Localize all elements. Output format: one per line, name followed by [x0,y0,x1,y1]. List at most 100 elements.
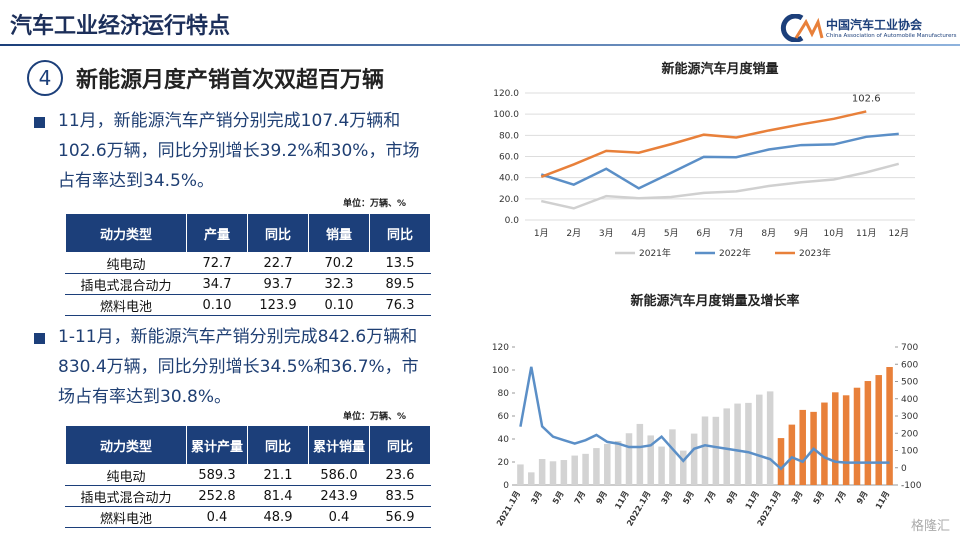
x-tick-label: 3月 [660,490,675,506]
table-row: 动力类型 累计产量 同比 累计销量 同比 [65,425,431,465]
bar [756,394,763,485]
legend-label: 2023年 [799,247,831,259]
bar [680,450,687,485]
line [540,162,900,210]
x-tick-label: 5月 [551,490,566,506]
cell: 0.4 [308,506,370,528]
y-tick-label: 60 [498,412,510,422]
x-tick-label: 5月 [664,228,679,239]
y2-tick-label: -100 [901,481,922,491]
logo [780,14,824,42]
cell: 589.3 [186,464,248,486]
bar [712,416,720,485]
x-tick-label: 9月 [794,228,809,239]
x-tick-label: 12月 [889,228,909,239]
cell: 纯电动 [65,252,187,274]
cell: 81.4 [247,485,309,507]
x-tick-label: 1月 [534,228,549,239]
bar [528,472,535,485]
bar [875,375,882,485]
bar [734,403,741,485]
y-tick-label: 80 [498,389,510,399]
bullet-text: 11月，新能源汽车产销分别完成107.4万辆和102.6万辆，同比分别增长39.… [58,111,420,191]
bar [723,408,730,485]
x-tick-label: 3月 [790,490,805,506]
table-row: 插电式混合动力 252.8 81.4 243.9 83.5 [65,485,431,507]
x-tick-label: 9月 [855,490,870,506]
cell: 34.7 [186,273,248,295]
bar [701,416,709,485]
table: 动力类型 累计产量 同比 累计销量 同比 纯电动 589.3 21.1 586.0 23.6 插电式… [65,425,431,528]
x-tick-label: 9月 [594,490,609,506]
bar [669,429,676,485]
bar [832,392,839,485]
bar [517,464,524,485]
line [540,110,867,178]
bar [604,443,611,485]
table-row: 插电式混合动力 34.7 93.7 32.3 89.5 [65,273,431,295]
unit-label: 单位：万辆、% [343,199,407,209]
bar [647,435,654,485]
cell: 22.7 [247,252,309,274]
cell: 70.2 [308,252,370,274]
y-tick-label: 0.0 [505,216,520,226]
y-tick-label: 60.0 [499,153,519,163]
section-number: 4 [27,60,63,96]
table: 动力类型 产量 同比 销量 同比 纯电动 72.7 22.7 70.2 13.5 插电式混合动力 34… [65,213,431,316]
header-cell: 同比 [369,213,431,253]
x-tick-label: 9月 [725,490,740,506]
y-tick-label: 120.0 [493,89,519,99]
y-tick-label: 20.0 [499,195,519,205]
header-cell: 累计产量 [186,425,248,465]
x-tick-label: 5月 [681,490,696,506]
cell: 13.5 [369,252,431,274]
cell: 89.5 [369,273,431,295]
x-tick-label: 11月 [613,490,630,511]
cell: 252.8 [186,485,248,507]
bar [593,448,600,485]
x-tick-label: 3月 [529,490,544,506]
cell: 76.3 [369,294,431,316]
bar [864,381,872,485]
y2-tick-label: 500 [901,378,918,388]
cell: 插电式混合动力 [65,273,187,295]
x-tick-label: 11月 [874,490,891,511]
org-name-en: China Association of Automobile Manufact… [826,33,957,39]
bullet-text: 1-11月，新能源汽车产销分别完成842.6万辆和830.4万辆，同比分别增长3… [58,327,419,407]
line [519,366,890,471]
bar [886,367,893,485]
x-tick-label: 7月 [703,490,718,506]
x-tick-label: 7月 [833,490,848,506]
x-tick-label: 4月 [631,228,646,239]
x-tick-label: 10月 [824,228,844,239]
y-tick-label: 40 [498,435,510,445]
x-tick-label: 7月 [729,228,744,239]
cell: 93.7 [247,273,309,295]
chart: 新能源汽车月度销量 0.0 20.0 40.0 60.0 80.0 100.0 120.0 1月… [493,61,915,259]
header-cell: 动力类型 [65,213,187,253]
x-tick-label: 11月 [744,490,761,511]
legend-label: 2022年 [719,247,751,259]
bar [766,391,774,485]
y-tick-label: 0 [503,481,509,491]
chart-title: 新能源汽车月度销量及增长率 [630,293,799,309]
cell: 123.9 [247,294,309,316]
section-heading: 新能源月度产销首次双超百万辆 [76,68,385,93]
y2-tick-label: 200 [901,429,918,439]
bar [799,409,806,485]
x-tick-label: 8月 [761,228,776,239]
bar [777,438,785,485]
cell: 23.6 [369,464,431,486]
bullet [34,333,45,344]
x-tick-label: 3月 [599,228,614,239]
cell: 0.4 [186,506,248,528]
cell: 586.0 [308,464,370,486]
y2-tick-label: 700 [901,343,918,353]
slide-title: 汽车工业经济运行特点 [10,14,231,39]
watermark: 格隆汇 [910,519,950,534]
y-tick-label: 120 [492,343,509,353]
bar [821,402,828,485]
x-tick-label: 2月 [566,228,581,239]
table-row: 纯电动 589.3 21.1 586.0 23.6 [65,464,431,486]
